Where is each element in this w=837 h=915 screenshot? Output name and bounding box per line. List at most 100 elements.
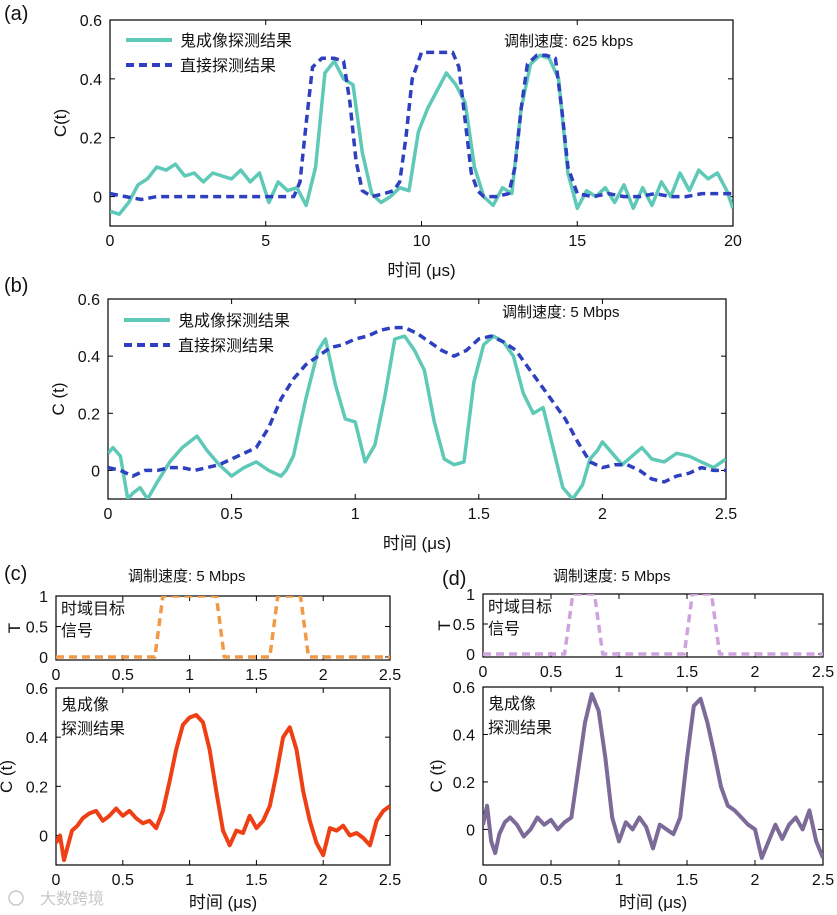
d-bot-xtick-label: 0 [479, 872, 488, 889]
d-xlabel: 时间 (μs) [619, 893, 687, 912]
d-bot-ylabel: C (t) [427, 759, 446, 792]
d-top-axes-frame [482, 593, 824, 658]
b-legend-label: 直接探测结果 [178, 337, 274, 355]
d-panel-label: (d) [442, 568, 466, 590]
c-bot-xtick-label: 1 [185, 872, 194, 889]
d-top-ytick-label: 1 [466, 587, 475, 604]
c-top-series-line [56, 596, 390, 659]
d-top-ylabel: T [435, 620, 454, 630]
c-bot-ylabel: C (t) [0, 760, 16, 793]
d-top-ytick-label: 0 [466, 647, 475, 664]
b-ytick-label: 0 [91, 463, 100, 480]
a-legend-label: 鬼成像探测结果 [180, 32, 292, 50]
a-xlabel: 时间 (μs) [387, 261, 455, 280]
c-bot-inner-label-2: 探测结果 [61, 720, 125, 738]
c-bot-xtick-label: 0 [52, 872, 61, 889]
b-xtick-label: 0 [104, 506, 113, 523]
c-top-inner-label-2: 信号 [61, 622, 93, 640]
b-xtick-label: 2.5 [715, 506, 737, 523]
a-ytick-label: 0.6 [80, 13, 102, 30]
d-top-xtick-label: 1.5 [676, 664, 698, 681]
d-bot-inner-label-1: 鬼成像 [488, 695, 536, 713]
c-top-xtick-label: 1 [185, 667, 194, 684]
b-panel-label: (b) [4, 275, 28, 297]
c-top-axes-frame [55, 595, 391, 661]
d-top-series-line [483, 594, 823, 656]
d-top-xtick-label: 0.5 [540, 664, 562, 681]
d-top-xtick-label: 0 [479, 664, 488, 681]
c-top-xtick-label: 0.5 [112, 667, 134, 684]
c-top-xtick-label: 0 [52, 667, 61, 684]
b-xlabel: 时间 (μs) [383, 534, 451, 553]
c-top-xtick-label: 2.5 [379, 667, 401, 684]
b-xtick-label: 0.5 [220, 506, 242, 523]
d-bot-ytick-label: 0.4 [453, 727, 475, 744]
b-series-line [108, 334, 726, 499]
a-xtick-label: 5 [261, 233, 270, 250]
c-bot-ytick-label: 0.2 [26, 779, 48, 796]
c-bot-xtick-label: 1.5 [245, 872, 267, 889]
a-series-line [110, 53, 733, 216]
d-bot-xtick-label: 2 [751, 872, 760, 889]
c-top-inner-label-1: 时域目标 [61, 600, 125, 618]
a-ytick-label: 0.2 [80, 131, 102, 148]
b-series-line [108, 325, 726, 484]
d-bot-series-line [483, 692, 823, 860]
c-top-xtick-label: 2 [319, 667, 328, 684]
c-top-ytick-label: 0 [39, 650, 48, 667]
b-xtick-label: 1.5 [468, 506, 490, 523]
d-bot-xtick-label: 0.5 [540, 872, 562, 889]
d-top-xtick-label: 1 [615, 664, 624, 681]
d-bot-ytick-label: 0.2 [453, 775, 475, 792]
c-bot-series-line [56, 713, 390, 863]
a-panel-label: (a) [4, 3, 28, 25]
b-xtick-label: 2 [598, 506, 607, 523]
d-top-xtick-label: 2 [751, 664, 760, 681]
c-xlabel: 时间 (μs) [189, 893, 257, 912]
a-xtick-label: 20 [724, 233, 742, 250]
a-xtick-label: 10 [413, 233, 431, 250]
a-legend-label: 直接探测结果 [180, 57, 276, 75]
b-axes-frame [107, 298, 727, 500]
d-top-inner-label-2: 信号 [488, 620, 520, 638]
b-rate-annotation: 调制速度: 5 Mbps [502, 304, 620, 321]
c-bot-xtick-label: 2.5 [379, 872, 401, 889]
a-rate-annotation: 调制速度: 625 kbps [504, 33, 633, 50]
d-bot-xtick-label: 1 [615, 872, 624, 889]
d-top-xtick-label: 2.5 [812, 664, 834, 681]
c-bot-axes-frame [55, 687, 391, 866]
c-panel-label: (c) [4, 563, 27, 585]
d-bot-ytick-label: 0 [466, 822, 475, 839]
b-ytick-label: 0.6 [78, 292, 100, 309]
d-bot-axes-frame [482, 686, 824, 866]
a-xtick-label: 0 [106, 233, 115, 250]
a-series-line [110, 50, 733, 202]
c-bot-xtick-label: 2 [319, 872, 328, 889]
b-xtick-label: 1 [351, 506, 360, 523]
b-ytick-label: 0.4 [78, 349, 100, 366]
watermark-text: 大数跨境 [40, 889, 104, 908]
a-ytick-label: 0.4 [80, 72, 102, 89]
c-top-ylabel: T [5, 623, 24, 633]
watermark-logo-icon [8, 890, 24, 906]
d-bot-xtick-label: 2.5 [812, 872, 834, 889]
a-ytick-label: 0 [93, 190, 102, 207]
a-xtick-label: 15 [568, 233, 586, 250]
c-top-ytick-label: 0.5 [26, 619, 48, 636]
c-bot-xtick-label: 0.5 [112, 872, 134, 889]
d-bot-ytick-label: 0.6 [453, 680, 475, 697]
d-bot-xtick-label: 1.5 [676, 872, 698, 889]
c-top-xtick-label: 1.5 [245, 667, 267, 684]
b-ylabel: C (t) [49, 382, 68, 415]
c-bot-ytick-label: 0.6 [26, 681, 48, 698]
c-rate-annotation: 调制速度: 5 Mbps [128, 568, 246, 585]
c-top-ytick-label: 1 [39, 589, 48, 606]
c-bot-ytick-label: 0 [39, 829, 48, 846]
d-bot-inner-label-2: 探测结果 [488, 719, 552, 737]
b-legend-label: 鬼成像探测结果 [178, 312, 290, 330]
